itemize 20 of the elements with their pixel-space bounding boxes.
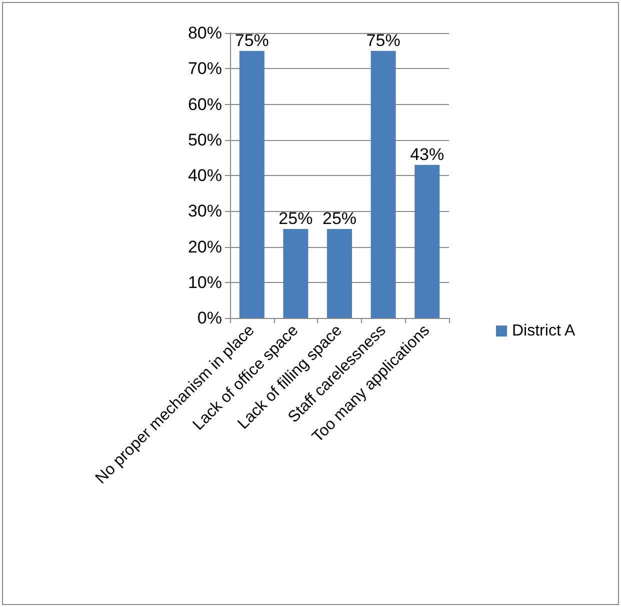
data-label: 75% — [234, 30, 269, 50]
bar — [283, 228, 308, 318]
bar — [239, 50, 264, 318]
data-label: 25% — [322, 208, 357, 228]
y-tick-label: 0% — [197, 308, 222, 328]
data-label: 75% — [366, 30, 400, 50]
data-label: 43% — [410, 144, 444, 164]
bar — [327, 228, 352, 318]
bar — [414, 164, 440, 318]
y-tick-label: 60% — [188, 94, 222, 114]
legend-label: District A — [512, 322, 576, 340]
y-tick-label: 40% — [188, 166, 222, 185]
y-tick-label: 10% — [188, 272, 222, 292]
data-label: 25% — [278, 208, 313, 228]
bar — [370, 50, 396, 318]
y-tick-label: 50% — [188, 130, 222, 150]
y-tick-label: 20% — [188, 237, 222, 256]
y-tick-label: 70% — [188, 59, 222, 78]
y-tick-label: 80% — [188, 24, 222, 42]
y-tick-label: 30% — [188, 202, 222, 221]
